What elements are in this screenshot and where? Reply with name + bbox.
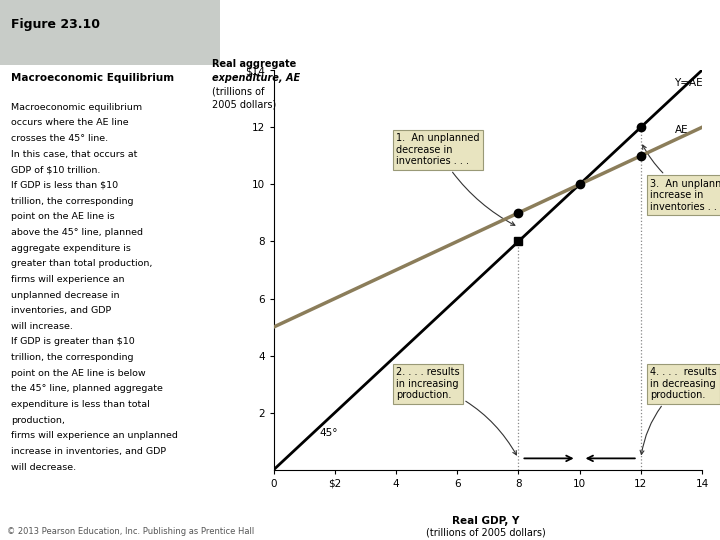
Text: occurs where the AE line: occurs where the AE line [11,118,129,127]
Text: 2. . . . results
in increasing
production.: 2. . . . results in increasing productio… [396,367,516,455]
Text: trillion, the corresponding: trillion, the corresponding [11,353,133,362]
Text: AE: AE [675,125,688,135]
Text: 1.  An unplanned
decrease in
inventories . . .: 1. An unplanned decrease in inventories … [396,133,515,225]
Text: greater than total production,: greater than total production, [11,259,153,268]
Text: unplanned decrease in: unplanned decrease in [11,291,120,300]
Text: (trillions of 2005 dollars): (trillions of 2005 dollars) [426,528,546,538]
Text: 4. . . .  results
in decreasing
production.: 4. . . . results in decreasing productio… [640,367,716,454]
Text: firms will experience an unplanned: firms will experience an unplanned [11,431,178,441]
Text: GDP of $10 trillion.: GDP of $10 trillion. [11,165,100,174]
Text: 44 of 75: 44 of 75 [658,524,706,534]
Text: Real aggregate: Real aggregate [212,59,297,70]
Text: 3.  An unplanned
increase in
inventories . . .: 3. An unplanned increase in inventories … [643,145,720,212]
Text: If GDP is greater than $10: If GDP is greater than $10 [11,338,135,347]
Text: crosses the 45° line.: crosses the 45° line. [11,134,108,143]
Text: above the 45° line, planned: above the 45° line, planned [11,228,143,237]
Text: Real GDP, Y: Real GDP, Y [452,516,520,526]
Text: aggregate expenditure is: aggregate expenditure is [11,244,131,253]
Text: Y=AE: Y=AE [675,78,703,88]
Text: increase in inventories, and GDP: increase in inventories, and GDP [11,447,166,456]
Text: In this case, that occurs at: In this case, that occurs at [11,150,138,159]
Text: trillion, the corresponding: trillion, the corresponding [11,197,133,206]
Text: expenditure, AE: expenditure, AE [212,73,300,83]
Text: point on the AE line is: point on the AE line is [11,212,114,221]
Text: Figure 23.10: Figure 23.10 [11,18,100,31]
Text: firms will experience an: firms will experience an [11,275,125,284]
Text: will decrease.: will decrease. [11,463,76,472]
FancyBboxPatch shape [0,0,220,65]
Text: point on the AE line is below: point on the AE line is below [11,369,145,378]
Text: the 45° line, planned aggregate: the 45° line, planned aggregate [11,384,163,394]
Text: 45°: 45° [320,428,338,438]
Text: 2005 dollars): 2005 dollars) [212,100,276,110]
Text: Macroeconomic Equilibrium: Macroeconomic Equilibrium [11,73,174,83]
Text: production,: production, [11,416,65,425]
Text: (trillions of: (trillions of [212,86,265,97]
Text: inventories, and GDP: inventories, and GDP [11,306,111,315]
Text: © 2013 Pearson Education, Inc. Publishing as Prentice Hall: © 2013 Pearson Education, Inc. Publishin… [7,526,254,536]
Text: If GDP is less than $10: If GDP is less than $10 [11,181,118,190]
Text: expenditure is less than total: expenditure is less than total [11,400,150,409]
Text: Macroeconomic equilibrium: Macroeconomic equilibrium [11,103,142,112]
Text: will increase.: will increase. [11,322,73,331]
